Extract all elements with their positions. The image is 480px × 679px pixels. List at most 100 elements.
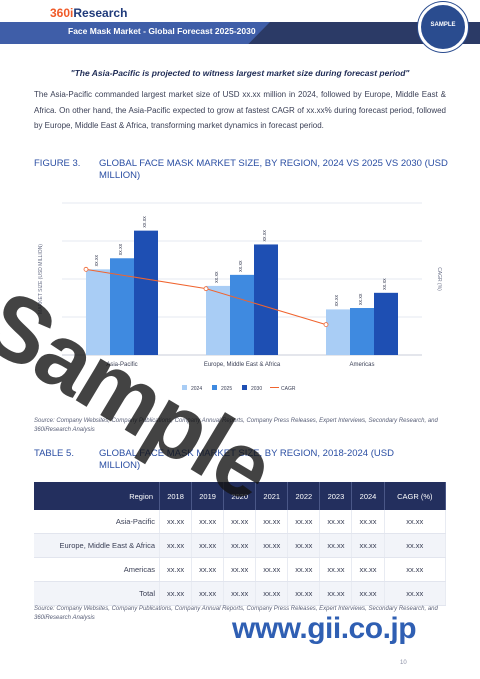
header-title-tab bbox=[0, 22, 270, 44]
table-row: Europe, Middle East & Africa xx.xx xx.xx xx… bbox=[34, 533, 447, 558]
cagr-point bbox=[83, 266, 89, 272]
table-cell: xx.xx bbox=[223, 581, 257, 606]
gii-url[interactable]: www.gii.co.jp bbox=[232, 612, 417, 645]
figure-title: GLOBAL FACE MASK MARKET SIZE, BY REGION,… bbox=[99, 158, 448, 181]
table-cell: xx.xx bbox=[191, 557, 225, 582]
table-cell: xx.xx bbox=[351, 510, 385, 534]
legend-swatch bbox=[212, 385, 217, 390]
table-cell: xx.xx bbox=[287, 557, 321, 582]
report-title: Face Mask Market - Global Forecast 2025-… bbox=[68, 26, 256, 36]
table-cell: xx.xx bbox=[319, 510, 353, 534]
bar-2030 bbox=[134, 230, 158, 355]
y-axis-label: MARKET SIZE (USD MILLION) bbox=[38, 244, 44, 314]
bar-2024 bbox=[326, 309, 350, 355]
bar-2030 bbox=[254, 244, 278, 355]
data-label: xx.xx bbox=[358, 293, 364, 305]
company-logo: 360iResearch bbox=[50, 6, 128, 20]
column-header: 2021 bbox=[255, 482, 289, 510]
column-header: 2019 bbox=[191, 482, 225, 510]
x-tick-label: Americas bbox=[349, 362, 374, 368]
bar-2025 bbox=[230, 274, 254, 355]
market-size-table: Region 2018 2019 2020 2021 2022 2023 2024 CAGR (… bbox=[34, 482, 447, 606]
table-cell: xx.xx bbox=[223, 533, 257, 558]
data-label: xx.xx bbox=[94, 254, 100, 266]
legend-label: 2024 bbox=[191, 386, 202, 392]
table-cell: xx.xx bbox=[351, 581, 385, 606]
legend-label: CAGR bbox=[281, 386, 296, 392]
table-header-row: Region 2018 2019 2020 2021 2022 2023 2024 CAGR (… bbox=[34, 482, 447, 510]
seal-label: SAMPLE bbox=[430, 22, 456, 28]
table-cell: xx.xx bbox=[223, 557, 257, 582]
table-row: Total xx.xx xx.xx xx.xx xx.xx xx.xx xx.xx xx.xx… bbox=[34, 581, 447, 606]
table-cell: xx.xx bbox=[191, 533, 225, 558]
row-region-name: Americas bbox=[34, 557, 160, 582]
table-cell: xx.xx bbox=[319, 533, 353, 558]
table-cell: xx.xx bbox=[351, 557, 385, 582]
legend-swatch bbox=[182, 385, 187, 390]
page-number: 10 bbox=[400, 660, 407, 666]
column-header: 2018 bbox=[159, 482, 193, 510]
bar-2024 bbox=[86, 269, 110, 355]
data-label: xx.xx bbox=[262, 230, 268, 242]
table-cell: xx.xx bbox=[255, 533, 289, 558]
cagr-point bbox=[203, 286, 209, 292]
table-number: TABLE 5. bbox=[34, 448, 74, 459]
table-cell: xx.xx bbox=[384, 533, 447, 558]
bar-2025 bbox=[110, 258, 134, 355]
market-size-chart: MARKET SIZE (USD MILLION) CAGR (%) xx.xx xx… bbox=[38, 202, 442, 392]
table-cell: xx.xx bbox=[255, 510, 289, 534]
x-tick-label: Asia-Pacific bbox=[106, 362, 137, 368]
row-region-name: Europe, Middle East & Africa bbox=[34, 533, 160, 558]
table-cell: xx.xx bbox=[191, 581, 225, 606]
highlight-quote: "The Asia-Pacific is projected to witnes… bbox=[70, 68, 410, 78]
table-cell: xx.xx bbox=[384, 581, 447, 606]
table-cell: xx.xx bbox=[319, 557, 353, 582]
column-header: 2023 bbox=[319, 482, 353, 510]
table-cell: xx.xx bbox=[159, 510, 193, 534]
summary-paragraph: The Asia-Pacific commanded largest marke… bbox=[34, 90, 446, 130]
header-top-strip bbox=[0, 0, 480, 22]
column-header: CAGR (%) bbox=[384, 482, 447, 510]
table-row: Americas xx.xx xx.xx xx.xx xx.xx xx.xx xx.xx xx… bbox=[34, 557, 447, 582]
bar-2030 bbox=[374, 292, 398, 355]
table-row: Asia-Pacific xx.xx xx.xx xx.xx xx.xx xx.xx xx.… bbox=[34, 510, 447, 534]
table-cell: xx.xx bbox=[159, 581, 193, 606]
column-header: 2020 bbox=[223, 482, 257, 510]
figure-source: Source: Company Websites, Company Public… bbox=[34, 418, 438, 433]
bar-2025 bbox=[350, 308, 374, 355]
table-title: GLOBAL FACE MASK MARKET SIZE, BY REGION,… bbox=[99, 448, 394, 471]
data-label: xx.xx bbox=[382, 278, 388, 290]
legend-label: 2025 bbox=[221, 386, 232, 392]
legend-swatch bbox=[242, 385, 247, 390]
table-cell: xx.xx bbox=[351, 533, 385, 558]
y2-axis-label: CAGR (%) bbox=[436, 267, 442, 291]
table-cell: xx.xx bbox=[287, 533, 321, 558]
bar-2024 bbox=[206, 285, 230, 355]
column-header-region: Region bbox=[34, 482, 160, 510]
table-cell: xx.xx bbox=[255, 557, 289, 582]
data-label: xx.xx bbox=[334, 295, 340, 307]
row-region-name: Total bbox=[34, 581, 160, 606]
cagr-point bbox=[323, 322, 329, 328]
x-tick-label: Europe, Middle East & Africa bbox=[204, 362, 281, 368]
table-cell: xx.xx bbox=[384, 510, 447, 534]
table-cell: xx.xx bbox=[159, 557, 193, 582]
table-cell: xx.xx bbox=[287, 581, 321, 606]
table-cell: xx.xx bbox=[159, 533, 193, 558]
legend-label: 2030 bbox=[251, 386, 262, 392]
table-cell: xx.xx bbox=[319, 581, 353, 606]
table-cell: xx.xx bbox=[223, 510, 257, 534]
table-cell: xx.xx bbox=[287, 510, 321, 534]
row-region-name: Asia-Pacific bbox=[34, 510, 160, 534]
column-header: 2024 bbox=[351, 482, 385, 510]
table-source: Source: Company Websites, Company Public… bbox=[34, 606, 438, 621]
data-label: xx.xx bbox=[214, 271, 220, 283]
table-cell: xx.xx bbox=[191, 510, 225, 534]
column-header: 2022 bbox=[287, 482, 321, 510]
data-label: xx.xx bbox=[238, 260, 244, 272]
data-label: xx.xx bbox=[118, 243, 124, 255]
table-cell: xx.xx bbox=[384, 557, 447, 582]
table-cell: xx.xx bbox=[255, 581, 289, 606]
page-header: 360iResearch Face Mask Market - Global F… bbox=[0, 0, 480, 52]
figure-number: FIGURE 3. bbox=[34, 158, 81, 169]
